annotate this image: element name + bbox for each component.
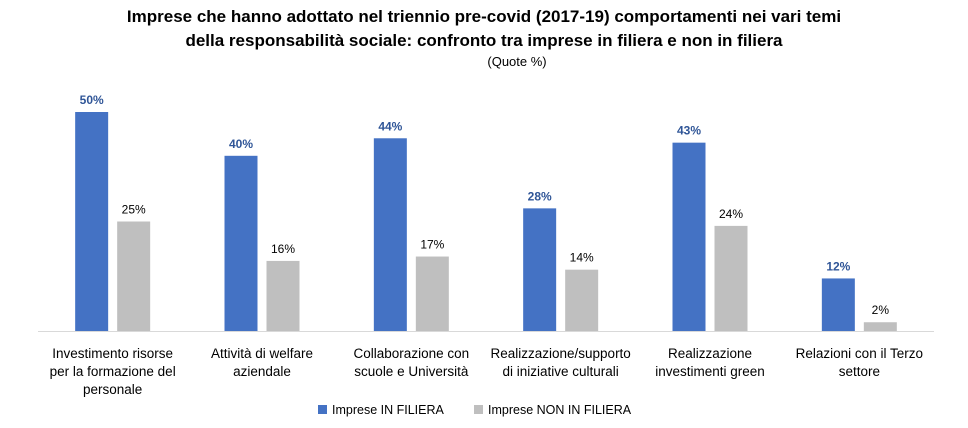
data-label: 28%	[528, 189, 552, 203]
category-label: scuole e Università	[354, 364, 469, 379]
data-label: 12%	[826, 259, 850, 273]
legend: Imprese IN FILIERA Imprese NON IN FILIERA	[318, 403, 632, 417]
data-label: 24%	[719, 207, 743, 221]
category-label: di iniziative culturali	[503, 364, 619, 379]
category-label: personale	[83, 382, 142, 397]
bar-in-filiera	[523, 208, 557, 331]
category-label: settore	[839, 364, 880, 379]
category-label: aziendale	[233, 364, 291, 379]
legend-swatch-non-in-filiera	[474, 405, 483, 414]
data-label: 50%	[80, 93, 104, 107]
chart-title-line-1: Imprese che hanno adottato nel triennio …	[127, 7, 841, 26]
category-label: Realizzazione	[668, 346, 752, 361]
bar-non-in-filiera	[117, 221, 151, 331]
data-label: 17%	[420, 238, 444, 252]
data-label: 14%	[570, 251, 594, 265]
chart-title: Imprese che hanno adottato nel triennio …	[127, 7, 841, 69]
legend-label-non-in-filiera: Imprese NON IN FILIERA	[488, 403, 632, 417]
category-label: Relazioni con il Terzo	[796, 346, 923, 361]
plot-area: 50% 25% Investimento risorse per la formazi…	[38, 93, 934, 397]
legend-swatch-in-filiera	[318, 405, 327, 414]
data-label: 43%	[677, 124, 701, 138]
bar-in-filiera	[224, 155, 258, 331]
bar-non-in-filiera	[565, 269, 599, 331]
data-label: 25%	[122, 203, 146, 217]
bar-in-filiera	[821, 278, 855, 331]
bar-in-filiera	[373, 138, 407, 331]
data-label: 2%	[872, 303, 890, 317]
category-label: Collaborazione con	[354, 346, 470, 361]
category-label: Investimento risorse	[52, 346, 173, 361]
bar-non-in-filiera	[266, 260, 300, 331]
category-label: per la formazione del	[50, 364, 176, 379]
bar-non-in-filiera	[714, 225, 748, 331]
data-label: 16%	[271, 242, 295, 256]
chart-title-line-2: della responsabilità sociale: confronto …	[185, 31, 783, 50]
bar-in-filiera	[75, 112, 109, 331]
data-label: 40%	[229, 137, 253, 151]
data-label: 44%	[378, 119, 402, 133]
category-label: Realizzazione/supporto	[490, 346, 630, 361]
bar-in-filiera	[672, 142, 706, 331]
legend-label-in-filiera: Imprese IN FILIERA	[332, 403, 444, 417]
chart-subtitle: (Quote %)	[487, 54, 546, 69]
bar-non-in-filiera	[415, 256, 449, 331]
bar-non-in-filiera	[863, 322, 897, 331]
category-label: investimenti green	[655, 364, 765, 379]
category-label: Attività di welfare	[211, 346, 313, 361]
